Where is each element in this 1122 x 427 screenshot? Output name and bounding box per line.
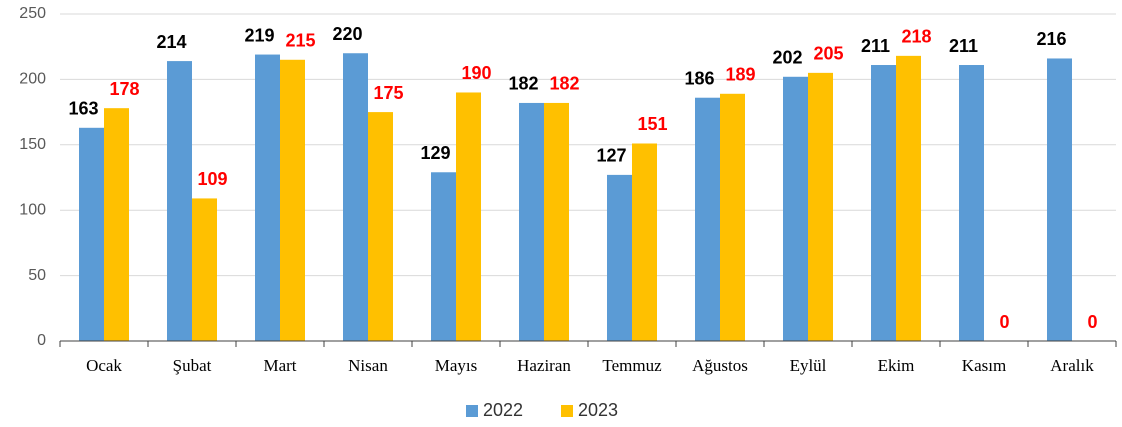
bar <box>783 76 808 341</box>
bar <box>431 172 456 341</box>
y-tick-label: 250 <box>19 5 46 22</box>
data-label: 211 <box>949 36 978 56</box>
x-tick-label: Eylül <box>790 356 827 375</box>
bar <box>192 198 217 341</box>
bar <box>808 72 833 342</box>
legend-swatch <box>561 405 573 417</box>
data-label: 151 <box>637 114 667 134</box>
bar <box>695 97 720 341</box>
data-label: 182 <box>508 74 538 94</box>
x-tick-label: Haziran <box>517 356 571 375</box>
data-label: 189 <box>725 65 755 85</box>
bar <box>896 55 921 342</box>
bar <box>544 102 569 341</box>
data-label: 219 <box>244 25 274 45</box>
data-label: 0 <box>999 312 1009 332</box>
bar <box>167 61 192 341</box>
data-label: 214 <box>156 32 186 52</box>
data-label: 129 <box>420 143 450 163</box>
bar <box>607 174 632 341</box>
data-label: 218 <box>901 27 931 47</box>
x-tick-label: Ocak <box>86 356 122 375</box>
data-label: 190 <box>461 63 491 83</box>
bar <box>104 108 129 342</box>
data-label: 202 <box>772 48 802 68</box>
data-label: 182 <box>549 74 579 94</box>
y-tick-label: 100 <box>19 201 46 218</box>
data-label: 220 <box>332 24 362 44</box>
y-tick-label: 50 <box>28 267 46 284</box>
x-tick-label: Temmuz <box>602 356 662 375</box>
bar <box>79 127 104 342</box>
legend-label: 2023 <box>578 400 618 420</box>
bar <box>1047 58 1072 342</box>
data-label: 216 <box>1036 29 1066 49</box>
y-tick-label: 150 <box>19 136 46 153</box>
y-tick-label: 200 <box>19 71 46 88</box>
data-label: 205 <box>813 44 843 64</box>
data-label: 215 <box>285 31 315 51</box>
x-tick-label: Aralık <box>1050 356 1094 375</box>
data-label: 0 <box>1087 312 1097 332</box>
bar <box>959 65 984 342</box>
bar <box>280 59 305 341</box>
bar <box>343 53 368 342</box>
data-label: 186 <box>684 68 714 88</box>
data-label: 178 <box>109 79 139 99</box>
bar <box>632 143 657 341</box>
bar <box>255 54 280 341</box>
x-tick-label: Mart <box>263 356 296 375</box>
data-label: 175 <box>373 83 403 103</box>
x-tick-label: Ekim <box>878 356 915 375</box>
x-tick-label: Ağustos <box>692 356 748 375</box>
bar <box>519 102 544 341</box>
legend-swatch <box>466 405 478 417</box>
y-tick-label: 0 <box>37 332 46 349</box>
legend-label: 2022 <box>483 400 523 420</box>
bar <box>720 93 745 342</box>
x-tick-label: Şubat <box>173 356 212 375</box>
data-label: 211 <box>861 36 890 56</box>
data-label: 109 <box>197 169 227 189</box>
data-label: 127 <box>596 146 626 166</box>
bar <box>871 65 896 342</box>
x-tick-label: Kasım <box>962 356 1006 375</box>
bar <box>456 92 481 341</box>
data-label: 163 <box>68 99 98 119</box>
x-tick-label: Mayıs <box>435 356 478 375</box>
x-tick-label: Nisan <box>348 356 388 375</box>
bar <box>368 112 393 341</box>
